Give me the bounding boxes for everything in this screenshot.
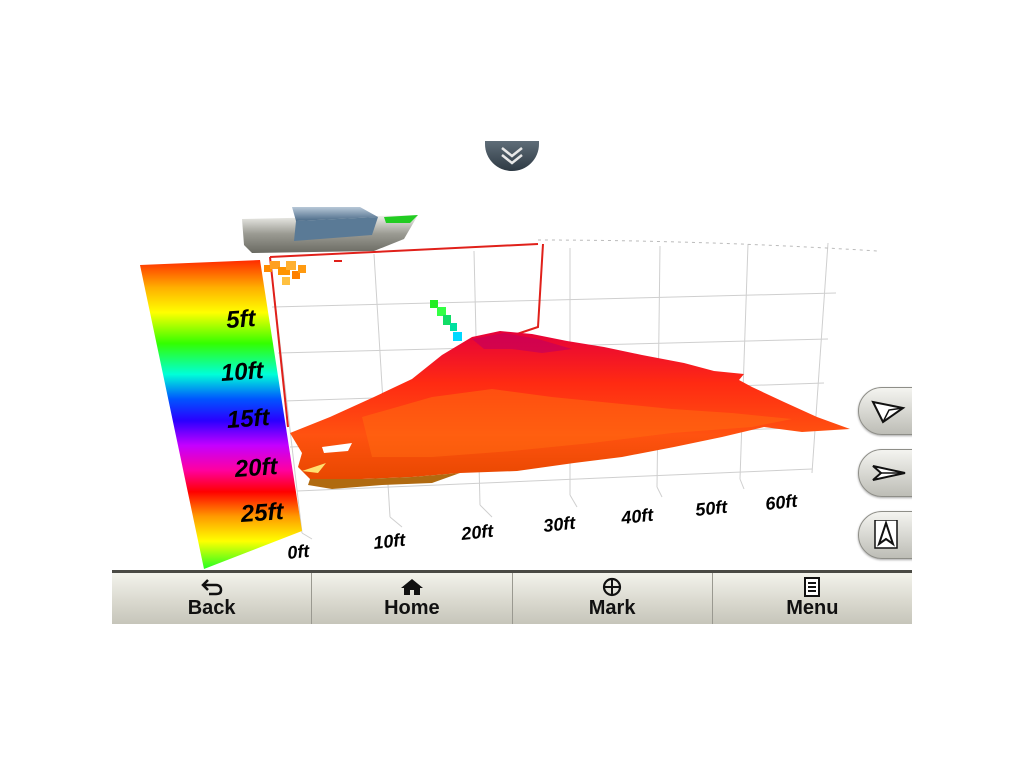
depth-label-25ft: 25ft bbox=[239, 498, 285, 528]
menu-button[interactable]: Menu bbox=[713, 573, 912, 624]
boat-icon bbox=[242, 207, 418, 253]
bottom-surface bbox=[290, 331, 850, 489]
menu-list-icon bbox=[804, 577, 821, 597]
distance-label-20ft: 20ft bbox=[459, 521, 495, 544]
distance-label-30ft: 30ft bbox=[542, 513, 577, 536]
back-arrow-icon bbox=[200, 579, 222, 596]
horizon-line bbox=[537, 239, 878, 252]
depth-label-5ft: 5ft bbox=[225, 305, 257, 334]
side-view-icon bbox=[872, 465, 906, 481]
north-up-icon bbox=[874, 520, 898, 549]
perspective-view-icon bbox=[871, 400, 906, 424]
depth-label-20ft: 20ft bbox=[233, 453, 279, 483]
back-label: Back bbox=[187, 597, 236, 619]
distance-label-40ft: 40ft bbox=[619, 505, 655, 528]
distance-label-50ft: 50ft bbox=[694, 497, 729, 520]
sonar-3d-screen: 5ft 10ft 15ft 20ft 25ft 0ft 10ft 20ft 30… bbox=[112, 127, 912, 624]
menu-label: Menu bbox=[786, 597, 839, 619]
depth-label-15ft: 15ft bbox=[226, 404, 271, 434]
distance-label-0ft: 0ft bbox=[286, 541, 311, 563]
sonar-3d-view[interactable]: 5ft 10ft 15ft 20ft 25ft 0ft 10ft 20ft 30… bbox=[112, 127, 912, 624]
mark-button[interactable]: Mark bbox=[513, 573, 713, 624]
chevron-double-down-icon bbox=[501, 147, 523, 165]
mark-crosshair-icon bbox=[603, 577, 622, 597]
back-button[interactable]: Back bbox=[112, 573, 313, 624]
home-icon bbox=[400, 579, 423, 595]
side-view-button[interactable] bbox=[858, 449, 912, 497]
home-label: Home bbox=[384, 597, 440, 619]
mark-label: Mark bbox=[588, 597, 636, 619]
home-button[interactable]: Home bbox=[312, 573, 513, 624]
distance-label-60ft: 60ft bbox=[764, 491, 799, 514]
bottom-toolbar: Back Home Mark bbox=[112, 570, 912, 624]
sonar-targets bbox=[264, 261, 462, 341]
depth-label-10ft: 10ft bbox=[220, 357, 265, 387]
perspective-view-button[interactable] bbox=[858, 387, 912, 435]
depth-color-scale: 5ft 10ft 15ft 20ft 25ft bbox=[140, 260, 302, 569]
sonar-boundary bbox=[269, 243, 544, 428]
north-up-view-button[interactable] bbox=[858, 511, 912, 559]
distance-label-10ft: 10ft bbox=[372, 530, 407, 553]
distance-axis: 0ft 10ft 20ft 30ft 40ft 50ft 60ft bbox=[286, 491, 799, 563]
